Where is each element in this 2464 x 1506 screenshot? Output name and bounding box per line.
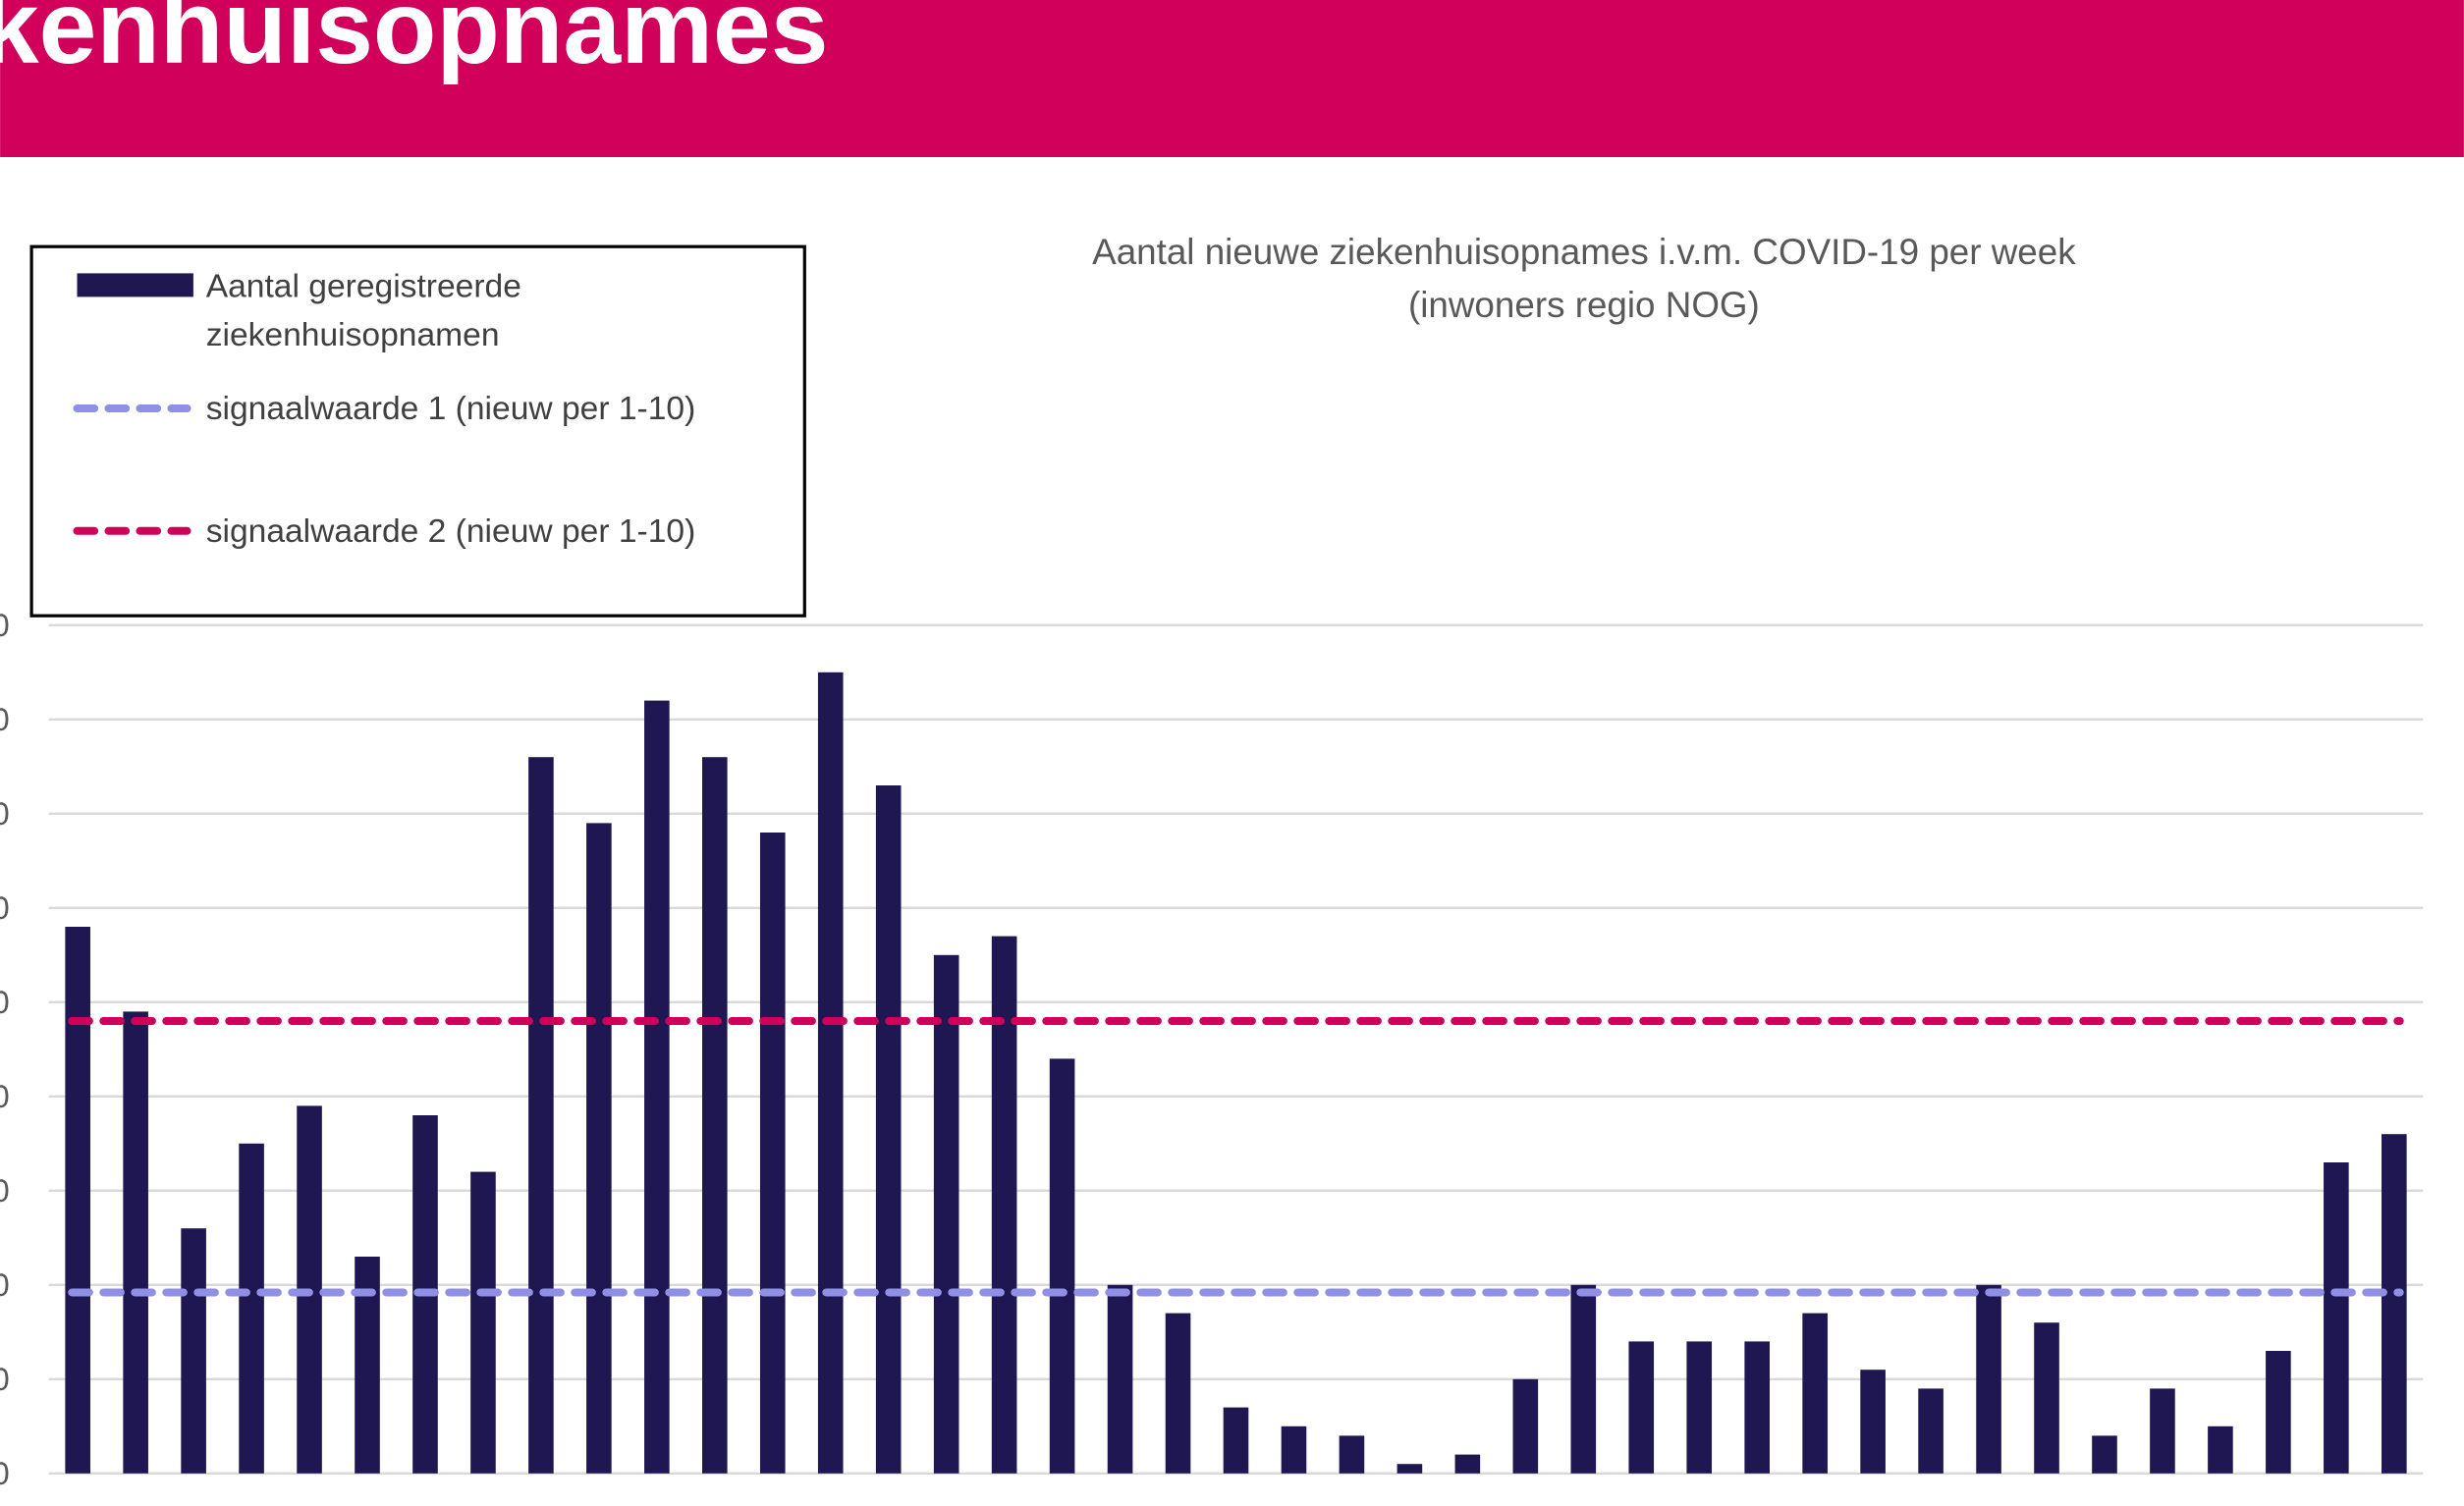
y-tick-label: 40 — [0, 1079, 10, 1114]
legend-label: Aantal geregistreerde ziekenhuisopnamen — [206, 268, 521, 353]
bar — [1049, 1058, 1075, 1474]
legend-label: signaalwaarde 1 (nieuw per 1-10) — [206, 391, 696, 427]
legend-box — [29, 244, 806, 618]
bar — [933, 954, 959, 1474]
bar — [2034, 1322, 2059, 1474]
bar — [875, 785, 902, 1474]
bar — [2092, 1435, 2117, 1474]
y-tick-label: 0 — [0, 1456, 10, 1491]
y-tick-label: 80 — [0, 702, 10, 737]
y-tick-label: 70 — [0, 796, 10, 832]
bar — [1918, 1388, 1944, 1474]
bar — [470, 1171, 496, 1474]
bar — [1686, 1341, 1713, 1474]
bar — [991, 936, 1017, 1474]
bar — [1165, 1313, 1191, 1474]
bar — [181, 1228, 206, 1474]
bar — [586, 823, 612, 1474]
y-tick-label: 90 — [0, 608, 10, 643]
y-tick-label: 20 — [0, 1267, 10, 1303]
legend-label: signaalwaarde 2 (nieuw per 1-10) — [206, 513, 696, 550]
y-tick-label: 30 — [0, 1173, 10, 1209]
bar — [239, 1143, 264, 1474]
bar — [1628, 1341, 1655, 1474]
bar — [1570, 1284, 1597, 1474]
bar — [65, 927, 90, 1474]
header-band — [0, 0, 2464, 157]
bar — [1860, 1370, 1886, 1474]
bar — [1802, 1313, 1828, 1474]
y-tick-label: 50 — [0, 985, 10, 1020]
bar — [1744, 1341, 1770, 1474]
bar — [1512, 1378, 1539, 1474]
bar — [759, 833, 786, 1474]
y-tick-label: 10 — [0, 1362, 10, 1397]
chart-title: Aantal nieuwe ziekenhuisopnames i.v.m. C… — [1092, 232, 2076, 272]
bar — [1223, 1407, 1249, 1474]
bar — [1454, 1454, 1481, 1474]
bar — [1281, 1425, 1307, 1474]
bar — [2266, 1351, 2291, 1474]
bar — [1339, 1435, 1365, 1474]
bar — [1976, 1284, 2001, 1474]
bar — [528, 757, 554, 1474]
legend-swatch — [77, 273, 193, 297]
legend-label-line: Aantal geregistreerde — [206, 268, 521, 304]
bar — [1396, 1464, 1423, 1474]
header-title: kenhuisopnames — [0, 0, 828, 85]
bar — [2382, 1134, 2407, 1474]
bar — [123, 1011, 148, 1474]
legend: Aantal geregistreerde ziekenhuisopnamen si… — [73, 268, 696, 550]
bar — [2150, 1388, 2175, 1474]
bar — [702, 757, 728, 1474]
legend-label-line: ziekenhuisopnamen — [206, 317, 500, 353]
bar — [1107, 1284, 1133, 1474]
bar — [644, 700, 670, 1474]
y-tick-label: 60 — [0, 890, 10, 926]
chart-subtitle: (inwoners regio NOG) — [1408, 285, 1760, 325]
plot-area: 0 10 20 30 40 50 60 70 80 90 — [0, 608, 2424, 1491]
bar — [2324, 1162, 2349, 1474]
bar — [817, 672, 844, 1474]
bar — [2208, 1425, 2233, 1474]
